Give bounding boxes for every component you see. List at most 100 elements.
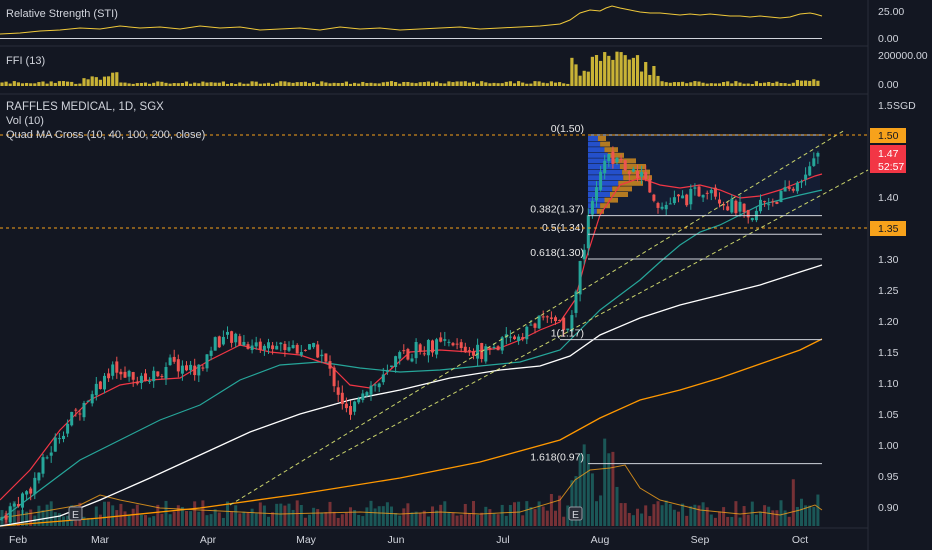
- candle-body: [8, 506, 12, 523]
- ffi-bar: [25, 82, 29, 86]
- candle-body: [496, 346, 500, 351]
- candle-body: [152, 370, 156, 382]
- candle-body: [804, 174, 808, 180]
- candle-body: [431, 340, 434, 353]
- candle-body: [783, 187, 787, 192]
- price-tick: 0.90: [878, 502, 899, 514]
- candle-body: [595, 187, 598, 201]
- ffi-bar: [443, 83, 447, 86]
- volume-bar: [549, 493, 553, 526]
- ffi-bar: [389, 81, 394, 86]
- ffi-bar: [644, 62, 648, 86]
- candle-body: [599, 171, 603, 190]
- ma-indicator-label[interactable]: Quad MA Cross (10, 40, 100, 200, close): [6, 129, 206, 141]
- volume-bar: [816, 494, 820, 526]
- ffi-bar: [648, 74, 652, 86]
- volume-bar: [570, 480, 574, 526]
- candle-body: [238, 336, 242, 346]
- price-badge-low: 1.35: [870, 221, 906, 236]
- volume-bar: [221, 517, 225, 526]
- ffi-bar: [529, 83, 533, 86]
- volume-bar: [595, 501, 598, 526]
- volume-bar: [29, 509, 33, 526]
- ffi-bar: [98, 79, 102, 86]
- candle-body: [800, 181, 803, 183]
- candle-body: [627, 171, 631, 175]
- price-tick: 1.30: [878, 254, 899, 266]
- ma-200-line: [0, 338, 823, 527]
- rsi-tick-0: 0.00: [878, 33, 899, 45]
- ffi-bar: [336, 83, 340, 86]
- ffi-bar: [70, 81, 74, 86]
- volume-bar: [349, 507, 352, 526]
- volume-bar: [463, 503, 467, 526]
- volume-bar: [238, 513, 242, 526]
- ffi-bar: [713, 83, 717, 86]
- volume-bar: [636, 508, 639, 526]
- candle-body: [377, 383, 381, 388]
- candle-body: [82, 402, 86, 418]
- volume-bar: [603, 438, 607, 526]
- volume-profile-down: [596, 208, 604, 214]
- ffi-bar: [299, 82, 303, 86]
- volume-bar: [812, 506, 816, 526]
- volume-bar: [353, 510, 357, 526]
- price-badge-high: 1.50: [870, 128, 906, 143]
- volume-bar: [800, 498, 803, 526]
- ffi-bar: [578, 75, 582, 86]
- volume-bar: [111, 505, 115, 526]
- ffi-bar: [459, 81, 463, 86]
- candle-body: [357, 398, 361, 403]
- candle-body: [303, 349, 307, 351]
- candle-body: [353, 401, 357, 412]
- volume-bar: [234, 505, 238, 526]
- candle-body: [738, 201, 742, 212]
- time-tick: Mar: [91, 534, 110, 546]
- candle-body: [558, 320, 562, 322]
- candle-body: [607, 153, 611, 162]
- rsi-pane-label[interactable]: Relative Strength (STI): [6, 8, 118, 20]
- candle-body: [267, 342, 270, 349]
- candle-body: [299, 352, 303, 356]
- svg-text:1.35: 1.35: [878, 223, 899, 235]
- candle-body: [66, 423, 70, 434]
- ma-10-line: [0, 173, 823, 501]
- symbol-label[interactable]: RAFFLES MEDICAL, 1D, SGX: [6, 101, 164, 113]
- volume-bar: [320, 512, 324, 526]
- candle-body: [435, 339, 439, 355]
- fib-level-label: 1.618(0.97): [530, 452, 584, 464]
- volume-bar: [246, 512, 250, 526]
- volume-profile-up: [588, 192, 610, 197]
- candle-body: [422, 353, 426, 355]
- volume-bar: [422, 510, 426, 526]
- candle-body: [492, 346, 496, 349]
- earnings-marker-2[interactable]: E: [568, 506, 583, 521]
- vol-indicator-label[interactable]: Vol (10): [6, 115, 44, 127]
- volume-bar: [619, 503, 623, 526]
- candle-body: [127, 370, 131, 377]
- volume-bar: [668, 504, 672, 526]
- candle-body: [201, 367, 205, 369]
- earnings-marker-1[interactable]: E: [68, 506, 83, 521]
- volume-bar: [652, 504, 656, 526]
- candle-body: [816, 153, 820, 157]
- ffi-pane-label[interactable]: FFI (13): [6, 55, 46, 67]
- candle-body: [156, 371, 160, 377]
- candle-body: [812, 158, 816, 166]
- candle-body: [636, 171, 639, 178]
- ffi-bar: [418, 82, 422, 86]
- candle-body: [701, 194, 705, 198]
- volume-bar: [107, 501, 111, 526]
- ffi-bar: [53, 82, 57, 86]
- ffi-bar: [517, 81, 521, 86]
- volume-bar: [722, 507, 726, 526]
- volume-bar: [681, 503, 685, 526]
- ma-40-line: [0, 189, 823, 521]
- time-tick: Feb: [9, 534, 27, 546]
- volume-bar: [53, 512, 57, 526]
- ffi-bar: [689, 82, 693, 86]
- ffi-bar: [328, 83, 332, 86]
- volume-bar: [340, 514, 344, 526]
- candle-body: [361, 393, 365, 401]
